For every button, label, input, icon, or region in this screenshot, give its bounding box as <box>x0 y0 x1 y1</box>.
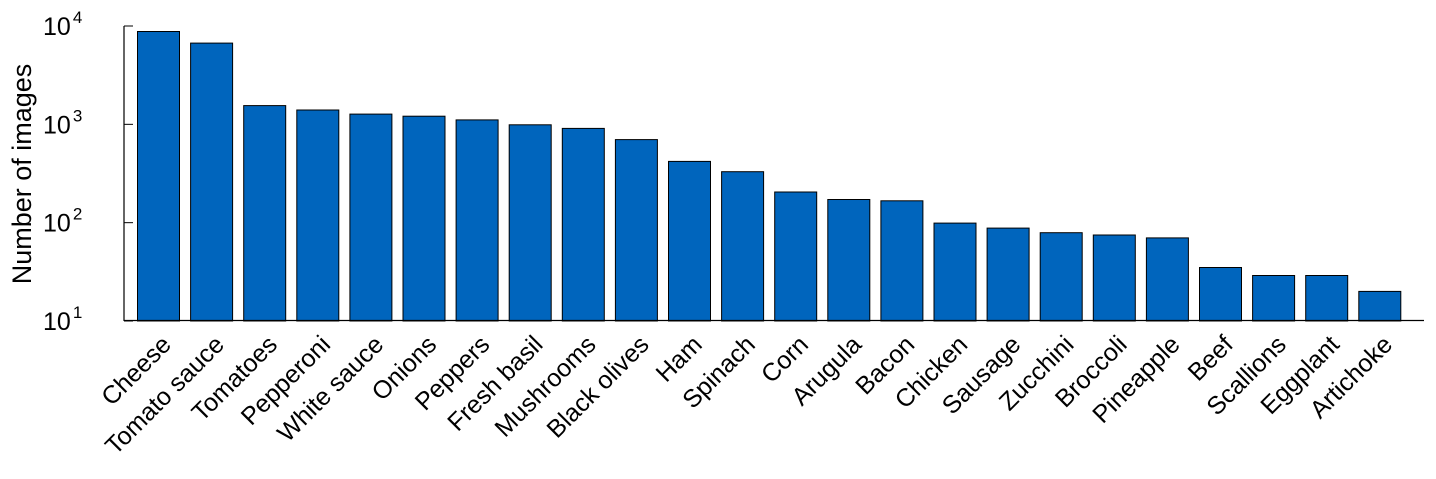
bar-pineapple <box>1145 237 1189 322</box>
y-tick-label: 10 3 <box>43 106 82 139</box>
bar-peppers <box>455 119 499 322</box>
bars-group <box>137 31 1402 322</box>
y-tick-label: 10 1 <box>43 303 82 336</box>
bar-artichoke <box>1358 290 1402 322</box>
bar-chicken <box>933 222 977 322</box>
bar-ham <box>668 160 711 322</box>
bar-beef <box>1199 267 1242 322</box>
y-axis-label: Number of images <box>7 64 37 285</box>
bar-corn <box>774 191 818 322</box>
bar-mushrooms <box>561 127 605 322</box>
bar-pepperoni <box>296 109 340 322</box>
bar-eggplant <box>1305 275 1349 322</box>
bar-sausage <box>986 227 1030 322</box>
bar-white-sauce <box>349 113 393 322</box>
bar-tomato-sauce <box>190 42 234 322</box>
bar-scallions <box>1252 275 1296 322</box>
bar-onions <box>402 115 446 322</box>
bar-tomatoes <box>243 105 287 322</box>
bar-bacon <box>880 200 924 322</box>
bar-arugula <box>827 199 871 322</box>
bar-broccoli <box>1092 234 1136 322</box>
bar-zucchini <box>1039 232 1083 322</box>
bar-black-olives <box>614 139 658 322</box>
bar-spinach <box>721 171 765 322</box>
y-tick-label: 10 4 <box>43 8 82 41</box>
bar-fresh-basil <box>508 124 552 322</box>
bar-cheese <box>137 31 180 322</box>
y-tick-label: 10 2 <box>43 205 82 238</box>
